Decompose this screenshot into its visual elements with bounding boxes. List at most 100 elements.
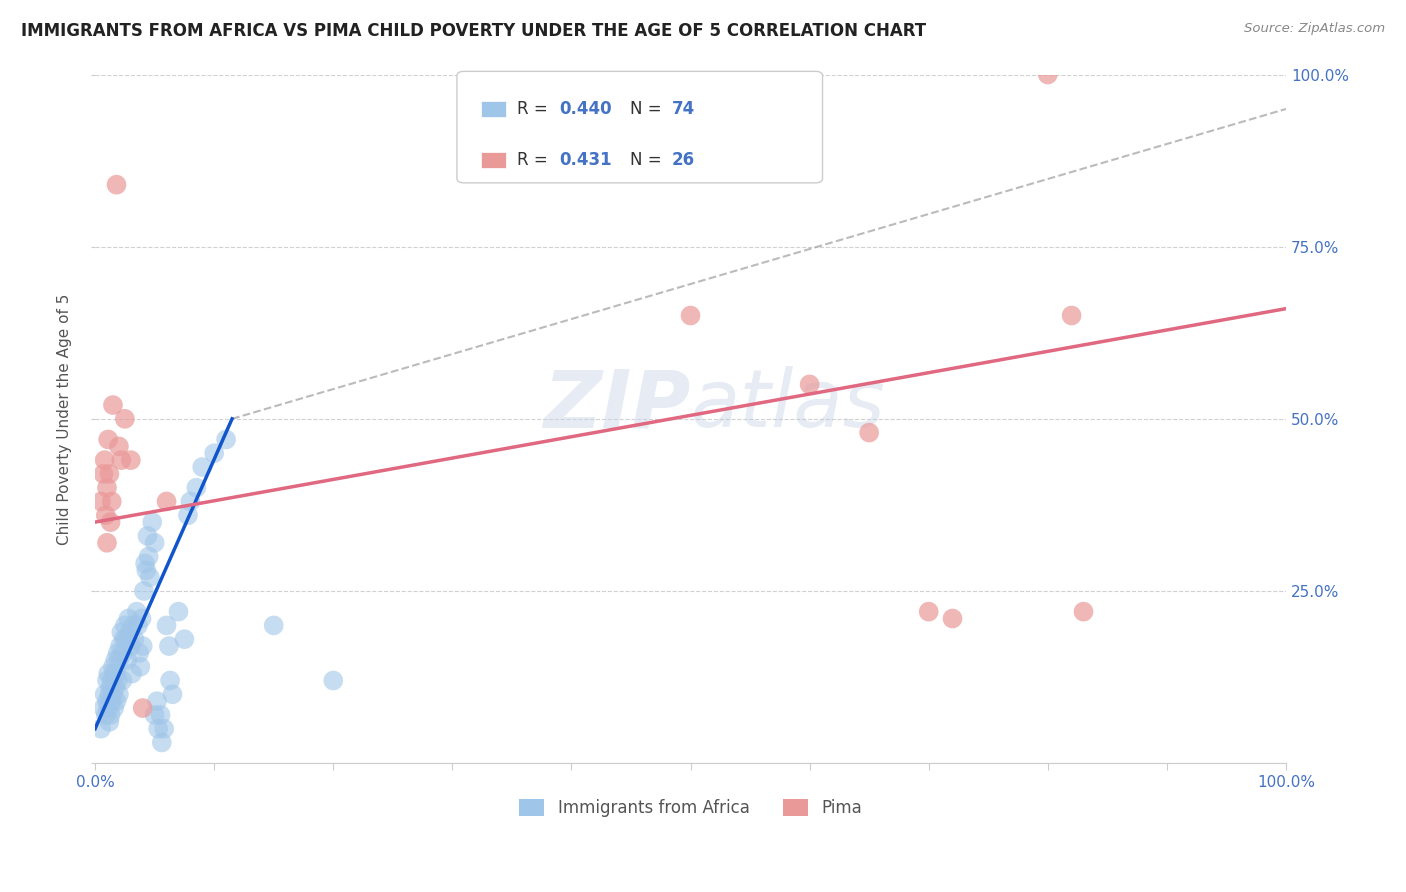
Point: [173, 632, 195, 647]
Legend: Immigrants from Africa, Pima: Immigrants from Africa, Pima: [513, 792, 869, 823]
Point: [153, 722, 176, 736]
Point: [100, 673, 122, 688]
Text: atlas: atlas: [690, 366, 886, 444]
Point: [100, 707, 122, 722]
Point: [115, 632, 138, 647]
Point: [97, 666, 120, 681]
Point: [111, 646, 134, 660]
Point: [110, 625, 132, 640]
Text: ZIP: ZIP: [543, 366, 690, 444]
Point: [100, 681, 122, 695]
Point: [134, 557, 156, 571]
Text: 0.431: 0.431: [560, 151, 612, 169]
Point: [120, 453, 142, 467]
Point: [112, 632, 135, 647]
Point: [124, 632, 146, 647]
Point: [132, 639, 155, 653]
Point: [150, 735, 173, 749]
Point: [186, 481, 208, 495]
Point: [1073, 605, 1095, 619]
Point: [1036, 68, 1059, 82]
Point: [215, 433, 238, 447]
Point: [799, 377, 821, 392]
Point: [136, 529, 159, 543]
Point: [179, 494, 201, 508]
Point: [96, 535, 118, 549]
Point: [105, 694, 128, 708]
Point: [90, 494, 112, 508]
Point: [97, 701, 120, 715]
Text: IMMIGRANTS FROM AFRICA VS PIMA CHILD POVERTY UNDER THE AGE OF 5 CORRELATION CHAR: IMMIGRANTS FROM AFRICA VS PIMA CHILD POV…: [21, 22, 927, 40]
Point: [322, 673, 344, 688]
Point: [110, 453, 132, 467]
Point: [111, 673, 134, 688]
Point: [100, 694, 122, 708]
Y-axis label: Child Poverty Under the Age of 5: Child Poverty Under the Age of 5: [58, 293, 72, 544]
Point: [679, 309, 702, 323]
Point: [105, 666, 128, 681]
Point: [941, 611, 963, 625]
Point: [162, 687, 184, 701]
Point: [98, 687, 121, 701]
Point: [155, 618, 177, 632]
Text: 26: 26: [672, 151, 695, 169]
Text: N =: N =: [630, 100, 666, 118]
Point: [149, 707, 172, 722]
Point: [155, 494, 177, 508]
Point: [167, 605, 190, 619]
Point: [108, 687, 131, 701]
Point: [100, 494, 122, 508]
Point: [107, 646, 129, 660]
Point: [1060, 309, 1083, 323]
Point: [135, 563, 157, 577]
Point: [132, 701, 155, 715]
Point: [103, 701, 125, 715]
Text: 0.440: 0.440: [560, 100, 612, 118]
Point: [94, 707, 117, 722]
Point: [148, 722, 170, 736]
Point: [98, 714, 121, 729]
Point: [94, 508, 117, 523]
Point: [97, 433, 120, 447]
Point: [93, 701, 115, 715]
Point: [104, 681, 127, 695]
Point: [90, 722, 112, 736]
Point: [107, 673, 129, 688]
Point: [159, 673, 181, 688]
Point: [143, 535, 166, 549]
Point: [117, 653, 139, 667]
Point: [132, 584, 155, 599]
Point: [96, 673, 118, 688]
Point: [918, 605, 941, 619]
Text: R =: R =: [517, 151, 558, 169]
Point: [131, 611, 153, 625]
Point: [128, 646, 150, 660]
Point: [177, 508, 200, 523]
Point: [101, 398, 124, 412]
Point: [138, 549, 160, 564]
Point: [263, 618, 285, 632]
Point: [114, 412, 136, 426]
Point: [143, 707, 166, 722]
Point: [93, 453, 115, 467]
Point: [122, 618, 145, 632]
Point: [96, 694, 118, 708]
Point: [139, 570, 162, 584]
Point: [105, 178, 128, 192]
Point: [93, 467, 115, 481]
Point: [98, 467, 121, 481]
Point: [157, 639, 180, 653]
Point: [127, 618, 149, 632]
Point: [146, 694, 169, 708]
Point: [108, 653, 131, 667]
Point: [202, 446, 225, 460]
Point: [120, 639, 142, 653]
Point: [141, 515, 163, 529]
Point: [101, 687, 124, 701]
Point: [125, 605, 148, 619]
Point: [104, 653, 127, 667]
Point: [118, 625, 141, 640]
Point: [191, 460, 214, 475]
Point: [100, 515, 122, 529]
Point: [117, 611, 139, 625]
